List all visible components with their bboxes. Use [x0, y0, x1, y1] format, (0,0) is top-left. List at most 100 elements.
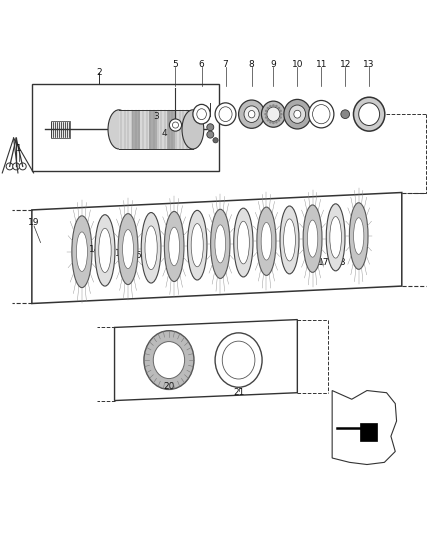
- Text: 8: 8: [249, 60, 254, 69]
- Ellipse shape: [289, 105, 306, 123]
- Ellipse shape: [153, 342, 185, 378]
- Ellipse shape: [219, 107, 232, 122]
- Ellipse shape: [215, 225, 226, 263]
- Ellipse shape: [222, 341, 255, 379]
- Ellipse shape: [280, 206, 299, 274]
- Polygon shape: [332, 391, 396, 465]
- Ellipse shape: [76, 232, 88, 271]
- Circle shape: [269, 121, 272, 124]
- Ellipse shape: [95, 215, 115, 286]
- Ellipse shape: [353, 217, 364, 254]
- Circle shape: [280, 113, 283, 116]
- Ellipse shape: [353, 97, 385, 131]
- Circle shape: [13, 163, 20, 170]
- Circle shape: [170, 119, 182, 131]
- Text: 6: 6: [199, 60, 205, 69]
- Text: 19: 19: [28, 219, 40, 228]
- Circle shape: [272, 104, 275, 107]
- Ellipse shape: [191, 223, 203, 266]
- Circle shape: [213, 138, 218, 143]
- Circle shape: [6, 163, 13, 170]
- Text: 13: 13: [364, 60, 375, 69]
- Ellipse shape: [215, 103, 236, 125]
- Text: 10: 10: [292, 60, 303, 69]
- Bar: [360, 423, 377, 441]
- Circle shape: [341, 110, 350, 118]
- Text: 14: 14: [89, 245, 101, 254]
- Bar: [167, 110, 175, 149]
- Ellipse shape: [211, 209, 230, 278]
- Ellipse shape: [244, 106, 259, 123]
- Ellipse shape: [239, 100, 265, 128]
- Circle shape: [19, 163, 26, 170]
- Ellipse shape: [294, 110, 301, 118]
- Bar: [119, 110, 193, 149]
- Text: 11: 11: [315, 60, 327, 69]
- Circle shape: [278, 107, 280, 109]
- Circle shape: [279, 116, 282, 119]
- Text: 16: 16: [131, 251, 142, 260]
- Circle shape: [278, 119, 280, 122]
- Text: 5: 5: [173, 60, 178, 69]
- Circle shape: [267, 107, 269, 109]
- Text: 12: 12: [339, 60, 351, 69]
- Circle shape: [275, 105, 278, 108]
- Circle shape: [265, 116, 268, 119]
- Circle shape: [267, 119, 269, 122]
- Circle shape: [207, 124, 214, 131]
- Ellipse shape: [123, 230, 134, 269]
- Bar: [132, 110, 140, 149]
- Ellipse shape: [144, 330, 194, 390]
- Ellipse shape: [309, 100, 334, 128]
- Ellipse shape: [303, 205, 322, 272]
- Ellipse shape: [187, 211, 207, 280]
- Circle shape: [265, 110, 268, 112]
- Circle shape: [173, 122, 179, 128]
- Ellipse shape: [169, 227, 180, 266]
- Text: 2: 2: [96, 68, 102, 77]
- Bar: [149, 110, 157, 149]
- Ellipse shape: [234, 208, 253, 277]
- Ellipse shape: [307, 220, 318, 257]
- Text: 9: 9: [271, 60, 276, 69]
- Ellipse shape: [99, 228, 111, 272]
- Text: 15: 15: [115, 249, 127, 258]
- Ellipse shape: [330, 216, 342, 258]
- Ellipse shape: [326, 204, 345, 271]
- Text: 20: 20: [163, 382, 175, 391]
- Text: 1: 1: [16, 144, 21, 154]
- Circle shape: [207, 131, 214, 138]
- Ellipse shape: [215, 333, 262, 387]
- Ellipse shape: [257, 207, 276, 276]
- Text: 17: 17: [318, 257, 329, 266]
- Ellipse shape: [359, 103, 380, 125]
- Polygon shape: [32, 192, 402, 303]
- Bar: [32, 84, 219, 171]
- Ellipse shape: [261, 222, 272, 260]
- Ellipse shape: [313, 104, 330, 124]
- Circle shape: [275, 121, 278, 124]
- Ellipse shape: [284, 99, 311, 129]
- Text: 18: 18: [335, 257, 346, 266]
- Ellipse shape: [248, 110, 255, 118]
- Ellipse shape: [237, 221, 249, 264]
- Ellipse shape: [108, 110, 130, 149]
- Bar: [50, 121, 70, 138]
- Text: 7: 7: [223, 60, 228, 69]
- Ellipse shape: [350, 203, 368, 269]
- Text: 3: 3: [153, 112, 159, 121]
- Ellipse shape: [182, 110, 204, 149]
- Ellipse shape: [193, 104, 210, 124]
- Text: 4: 4: [162, 130, 167, 138]
- Ellipse shape: [197, 109, 206, 119]
- Ellipse shape: [267, 107, 280, 122]
- Circle shape: [272, 122, 275, 124]
- Polygon shape: [115, 320, 297, 400]
- Text: 21: 21: [233, 388, 244, 397]
- Ellipse shape: [261, 101, 286, 127]
- Ellipse shape: [141, 213, 161, 283]
- Ellipse shape: [145, 226, 157, 270]
- Ellipse shape: [284, 219, 295, 261]
- Ellipse shape: [164, 212, 184, 281]
- Ellipse shape: [118, 214, 138, 285]
